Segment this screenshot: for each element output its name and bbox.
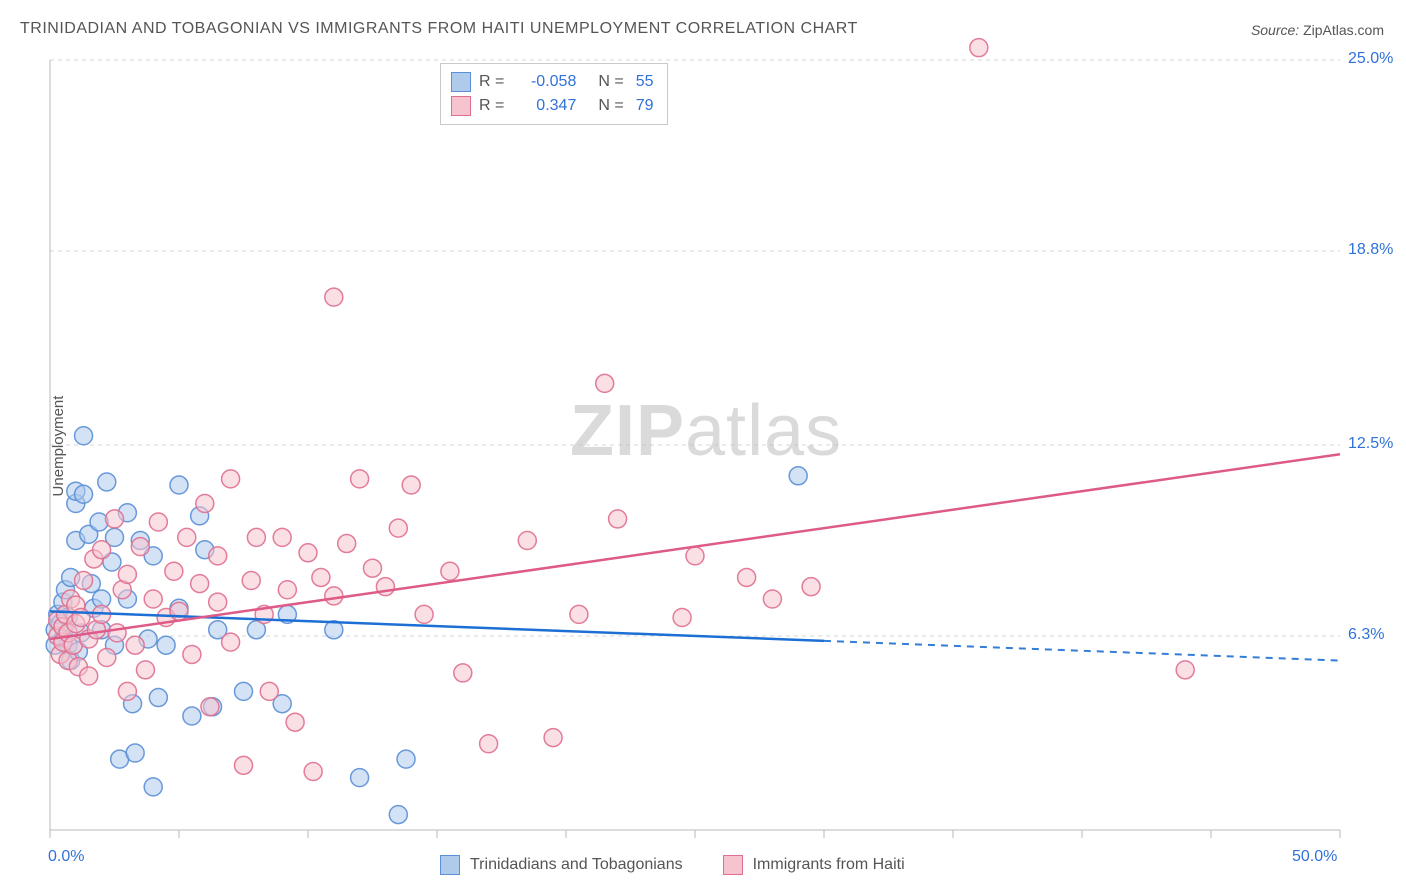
legend-r-label: R =: [479, 73, 504, 91]
legend-n-value: 79: [636, 97, 654, 115]
legend-swatch: [451, 72, 471, 92]
legend-swatch: [440, 855, 460, 875]
legend-series-name: Immigrants from Haiti: [753, 856, 905, 874]
legend-r-label: R =: [479, 97, 504, 115]
legend-swatch: [451, 96, 471, 116]
legend-n-label: N =: [598, 97, 623, 115]
y-tick-label: 12.5%: [1348, 435, 1393, 453]
legend-series-name: Trinidadians and Tobagonians: [470, 856, 683, 874]
legend-stat-row: R = 0.347 N = 79: [451, 94, 653, 118]
scatter-chart: [0, 0, 1406, 892]
legend-stats: R = -0.058 N = 55 R = 0.347 N = 79: [440, 63, 668, 125]
y-tick-label: 18.8%: [1348, 241, 1393, 259]
y-tick-label: 25.0%: [1348, 50, 1393, 68]
legend-stat-row: R = -0.058 N = 55: [451, 70, 653, 94]
legend-r-value: 0.347: [516, 97, 576, 115]
y-tick-label: 6.3%: [1348, 626, 1384, 644]
legend-item: Immigrants from Haiti: [723, 855, 905, 875]
legend-swatch: [723, 855, 743, 875]
legend-series: Trinidadians and Tobagonians Immigrants f…: [440, 855, 905, 875]
legend-item: Trinidadians and Tobagonians: [440, 855, 683, 875]
legend-r-value: -0.058: [516, 73, 576, 91]
legend-n-value: 55: [636, 73, 654, 91]
x-axis-end-label: 50.0%: [1292, 848, 1337, 866]
legend-n-label: N =: [598, 73, 623, 91]
x-axis-start-label: 0.0%: [48, 848, 84, 866]
